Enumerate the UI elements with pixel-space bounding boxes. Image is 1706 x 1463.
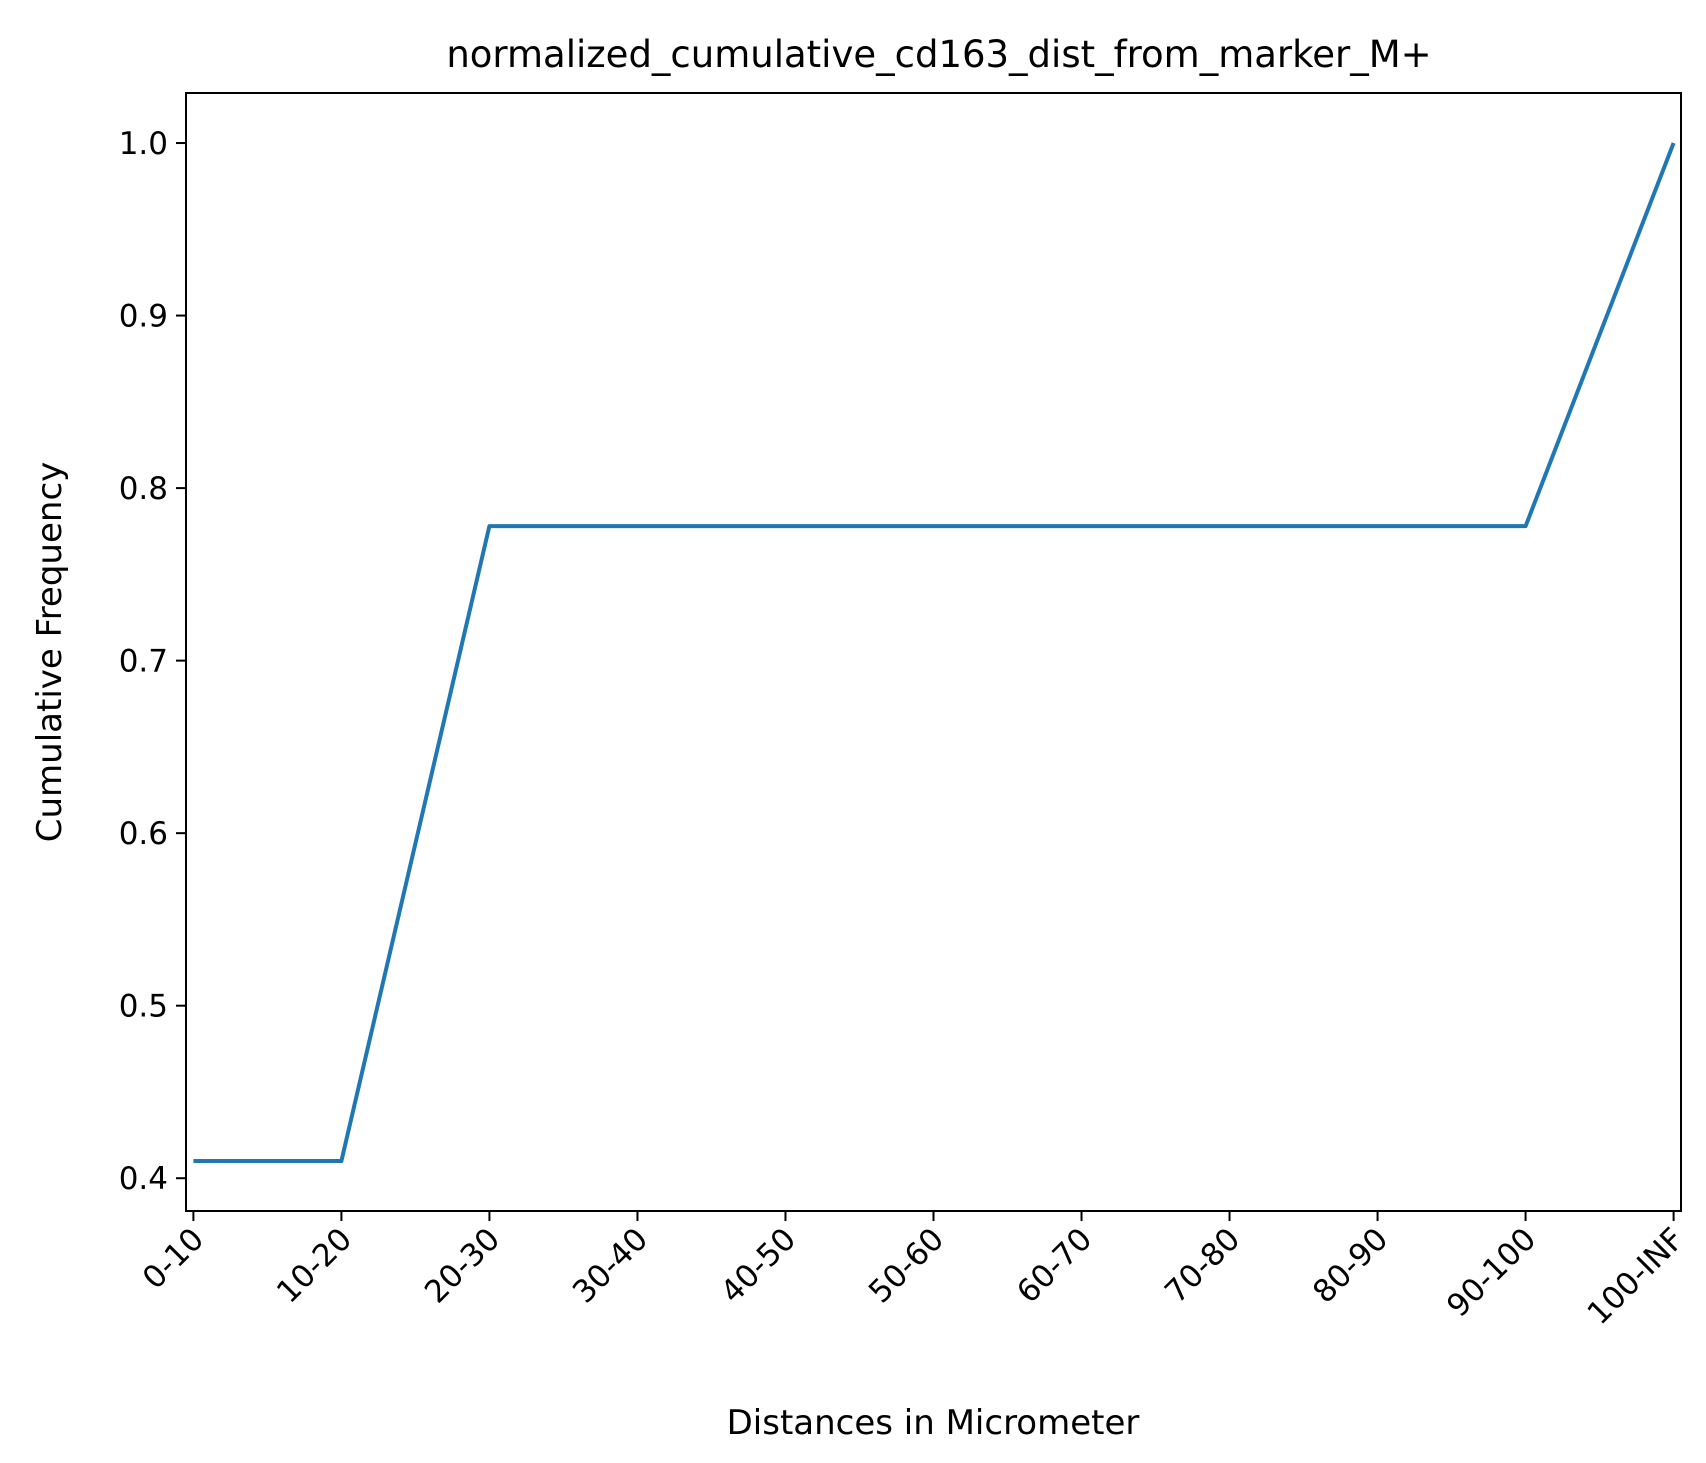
y-tick-label: 0.7 (119, 644, 168, 680)
plot-area (193, 142, 1676, 1163)
x-axis-label: Distances in Micrometer (727, 1403, 1140, 1443)
x-tick-label: 10-20 (270, 1221, 359, 1310)
x-tick-label: 90-100 (1440, 1221, 1543, 1324)
x-tick-label: 70-80 (1158, 1221, 1247, 1310)
plot-frame (185, 92, 1682, 1212)
x-tick-label: 80-90 (1306, 1221, 1395, 1310)
x-tick-label: 50-60 (862, 1221, 951, 1310)
x-tick-label: 30-40 (566, 1221, 655, 1310)
y-tick-label: 1.0 (119, 126, 168, 162)
x-tick-label: 100-INF (1581, 1221, 1692, 1332)
y-tick-label: 0.6 (119, 816, 168, 852)
y-tick-label: 0.8 (119, 471, 168, 507)
x-tick-label: 0-10 (136, 1221, 211, 1296)
y-tick-label: 0.9 (119, 299, 168, 335)
y-tick-label: 0.4 (119, 1161, 168, 1197)
series-line (193, 142, 1676, 1163)
x-axis: 0-10 10-20 20-30 30-40 40-50 50-60 60-70 70-80 8… (136, 1211, 1691, 1332)
x-tick-label: 20-30 (418, 1221, 507, 1310)
x-tick-label: 40-50 (714, 1221, 803, 1310)
x-tick-label: 60-70 (1010, 1221, 1099, 1310)
chart-title: normalized_cumulative_cd163_dist_from_ma… (446, 33, 1431, 76)
y-axis: 0.4 0.5 0.6 0.7 0.8 0.9 1.0 (119, 126, 186, 1197)
y-tick-label: 0.5 (119, 989, 168, 1025)
y-axis-label: Cumulative Frequency (30, 462, 70, 843)
